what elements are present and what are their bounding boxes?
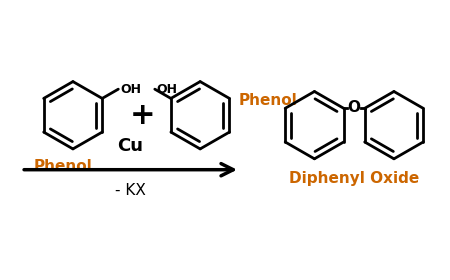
Text: Phenol: Phenol — [239, 93, 297, 108]
Text: OH: OH — [120, 83, 141, 96]
Text: Diphenyl Oxide: Diphenyl Oxide — [289, 171, 419, 186]
Text: O: O — [348, 100, 361, 115]
Text: +: + — [130, 101, 155, 130]
Text: - KX: - KX — [115, 183, 146, 198]
Text: Phenol: Phenol — [34, 159, 92, 174]
Text: Cu: Cu — [117, 137, 144, 155]
Text: OH: OH — [157, 83, 178, 96]
